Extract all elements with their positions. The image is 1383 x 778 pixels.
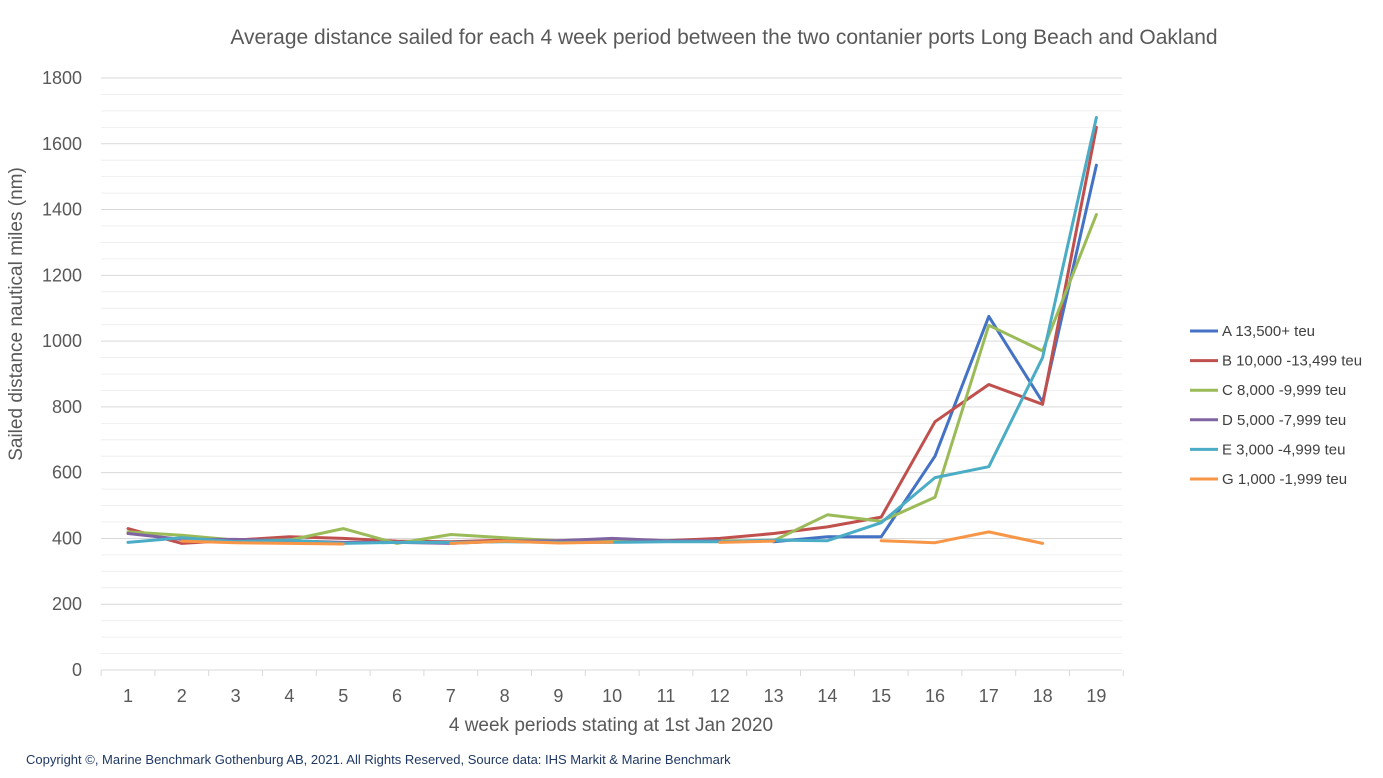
y-tick-label: 1600 bbox=[42, 134, 82, 154]
legend-label-d: D 5,000 -7,999 teu bbox=[1222, 412, 1346, 429]
x-tick-label: 17 bbox=[979, 686, 999, 706]
series-line-b bbox=[126, 125, 1098, 545]
legend-label-c: C 8,000 -9,999 teu bbox=[1222, 382, 1346, 399]
legend-label-e: E 3,000 -4,999 teu bbox=[1222, 441, 1345, 458]
x-tick-label: 5 bbox=[338, 686, 348, 706]
x-tick-label: 9 bbox=[553, 686, 563, 706]
series-layer bbox=[126, 116, 1098, 546]
x-tick-label: 12 bbox=[710, 686, 730, 706]
y-tick-label: 1800 bbox=[42, 68, 82, 88]
x-tick-label: 13 bbox=[764, 686, 784, 706]
x-tick-label: 3 bbox=[231, 686, 241, 706]
y-tick-label: 600 bbox=[52, 463, 82, 483]
x-tick-label: 11 bbox=[657, 686, 676, 706]
legend: A 13,500+ teu B 10,000 -13,499 teu C 8,000… bbox=[1190, 323, 1362, 488]
x-tick-label: 18 bbox=[1033, 686, 1053, 706]
series-line-g bbox=[180, 539, 345, 546]
x-tick-label: 1 bbox=[123, 686, 133, 706]
x-tick-label: 14 bbox=[817, 686, 837, 706]
y-tick-label: 1000 bbox=[42, 331, 82, 351]
gridlines bbox=[101, 77, 1122, 671]
series-line-g bbox=[449, 539, 614, 545]
series-line-g bbox=[718, 539, 776, 544]
x-tick-label: 2 bbox=[177, 686, 187, 706]
legend-label-g: G 1,000 -1,999 teu bbox=[1222, 471, 1347, 488]
series-line-e bbox=[126, 116, 1098, 545]
x-axis: 1 2 3 4 5 6 7 8 9 10 11 12 13 14 15 16 17 18 19 bbox=[100, 670, 1124, 706]
series-line-g bbox=[879, 530, 1045, 545]
x-tick-label: 4 bbox=[284, 686, 294, 706]
legend-label-b: B 10,000 -13,499 teu bbox=[1222, 353, 1362, 370]
x-tick-label: 19 bbox=[1086, 686, 1106, 706]
x-tick-label: 8 bbox=[500, 686, 510, 706]
y-tick-label: 1400 bbox=[42, 200, 82, 220]
series-line-c bbox=[126, 213, 1098, 545]
y-tick-label: 400 bbox=[52, 528, 82, 548]
x-tick-label: 7 bbox=[446, 686, 456, 706]
y-tick-label: 200 bbox=[52, 594, 82, 614]
y-axis-title: Sailed distance nautical miles (nm) bbox=[6, 167, 27, 461]
series-line-a bbox=[772, 163, 1098, 544]
copyright-footer: Copyright ©, Marine Benchmark Gothenburg… bbox=[26, 752, 731, 767]
x-tick-label: 6 bbox=[392, 686, 402, 706]
y-tick-label: 1200 bbox=[42, 265, 82, 285]
x-tick-label: 16 bbox=[925, 686, 945, 706]
y-axis: 0 200 400 600 800 1000 1200 1400 1600 1800 bbox=[42, 68, 82, 680]
x-tick-label: 15 bbox=[871, 686, 891, 706]
x-tick-label: 10 bbox=[602, 686, 622, 706]
chart-title: Average distance sailed for each 4 week … bbox=[230, 26, 1217, 49]
x-axis-title: 4 week periods stating at 1st Jan 2020 bbox=[449, 715, 773, 736]
y-tick-label: 0 bbox=[72, 660, 82, 680]
y-tick-label: 800 bbox=[52, 397, 82, 417]
legend-label-a: A 13,500+ teu bbox=[1222, 323, 1315, 340]
